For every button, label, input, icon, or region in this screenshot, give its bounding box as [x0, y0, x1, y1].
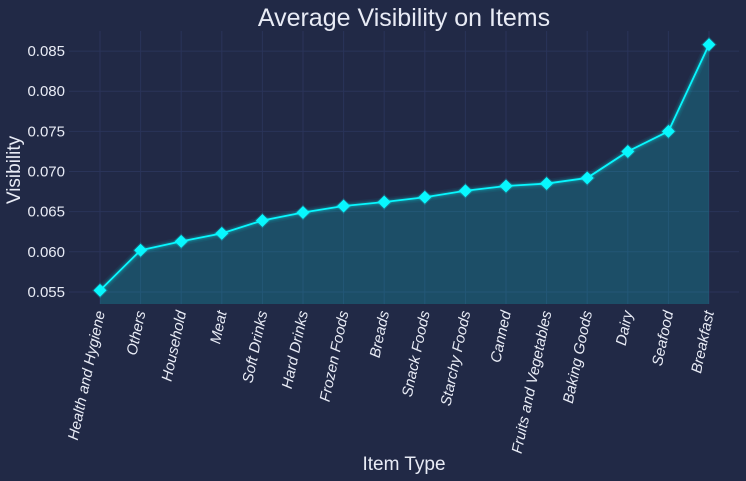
x-tick-label: Breakfast: [688, 308, 718, 374]
data-point: [134, 243, 148, 257]
data-points: [92, 36, 717, 299]
y-tick-label: 0.055: [27, 284, 65, 301]
x-tick-label: Meat: [207, 308, 231, 345]
x-tick-label: Baking Goods: [560, 309, 596, 405]
data-point: [174, 234, 188, 248]
x-tick-label: Canned: [487, 309, 515, 365]
data-point: [296, 205, 310, 219]
x-tick-label: Snack Foods: [399, 309, 434, 399]
data-point: [499, 179, 513, 193]
data-point: [702, 38, 716, 52]
x-tick-label: Frozen Foods: [317, 309, 353, 404]
x-tick-label: Starchy Foods: [438, 309, 475, 408]
y-axis-label: Visibility: [4, 135, 25, 204]
x-tick-label: Seafood: [649, 309, 677, 368]
data-point: [418, 190, 432, 204]
chart-title: Average Visibility on Items: [258, 4, 550, 32]
y-tick-label: 0.085: [27, 43, 65, 60]
x-tick-label: Hard Drinks: [279, 309, 312, 390]
x-tick-label: Fruits and Vegetables: [509, 309, 556, 455]
data-point: [580, 171, 594, 185]
y-tick-label: 0.070: [27, 164, 65, 181]
x-tick-label: Others: [124, 309, 150, 357]
y-tick-label: 0.080: [27, 83, 65, 100]
x-tick-label: Health and Hygiene: [65, 309, 109, 441]
y-tick-label: 0.060: [27, 244, 65, 261]
y-tick-label: 0.065: [27, 204, 65, 221]
data-point: [215, 226, 229, 240]
x-tick-label: Breads: [367, 309, 394, 360]
y-tick-label: 0.075: [27, 123, 65, 140]
area-under-line: [100, 44, 709, 305]
data-point: [458, 184, 472, 198]
data-point: [255, 213, 269, 227]
data-point: [661, 124, 675, 138]
x-axis-label: Item Type: [362, 454, 445, 475]
line-path: [99, 44, 710, 291]
x-tick-label: Soft Drinks: [239, 309, 271, 385]
data-point: [377, 195, 391, 209]
x-tick-label: Household: [159, 309, 191, 383]
series-line: [96, 42, 714, 294]
data-point: [540, 177, 554, 191]
data-point: [621, 144, 635, 158]
data-point: [337, 199, 351, 213]
data-point: [93, 283, 107, 297]
area-fill: [100, 44, 709, 305]
x-tick-label: Dairy: [613, 308, 637, 347]
grid-lines: [69, 31, 739, 304]
y-axis-ticks: 0.055 0.060 0.065 0.070 0.075 0.080 0.085: [27, 43, 65, 301]
x-axis-ticks: Health and Hygiene Others Household Meat Sof…: [65, 308, 718, 455]
